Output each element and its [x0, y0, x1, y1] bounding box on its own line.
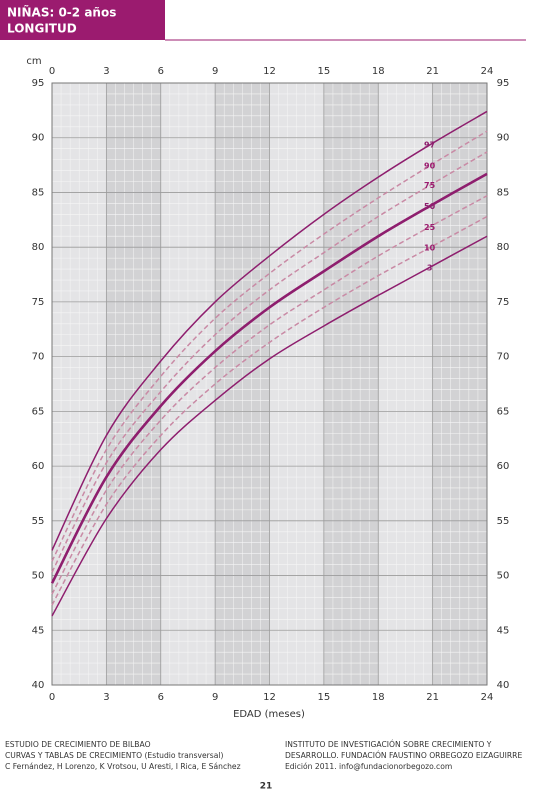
y-tick-label: 85 — [32, 187, 45, 198]
y-tick-label: 95 — [32, 78, 45, 89]
y-tick-label: 60 — [32, 461, 45, 472]
footer-left: C Fernández, H Lorenzo, K Vrotsou, U Are… — [5, 762, 241, 771]
y-tick-label-right: 70 — [497, 352, 510, 363]
legend-label: 97 — [424, 141, 435, 150]
y-tick-label-right: 95 — [497, 78, 510, 89]
x-tick-label-top: 18 — [372, 66, 385, 77]
legend-label: 75 — [424, 181, 436, 190]
percentile-curve — [50, 172, 488, 584]
footer-right: INSTITUTO DE INVESTIGACIÓN SOBRE CRECIMI… — [285, 740, 492, 749]
x-tick-label-top: 24 — [481, 66, 494, 77]
page-number: 21 — [260, 782, 273, 792]
header-subtitle: LONGITUD — [7, 22, 77, 36]
y-tick-label: 70 — [32, 352, 45, 363]
y-unit: cm — [26, 56, 41, 67]
x-tick-label: 9 — [212, 692, 218, 703]
x-tick-label: 6 — [158, 692, 164, 703]
y-tick-label: 50 — [32, 571, 45, 582]
footer-left: CURVAS Y TABLAS DE CRECIMIENTO (Estudio … — [5, 751, 224, 760]
x-tick-label-top: 15 — [318, 66, 331, 77]
y-tick-label-right: 45 — [497, 625, 510, 636]
percentile-curve — [51, 130, 488, 562]
legend-label: 10 — [424, 244, 436, 253]
x-tick-label-top: 6 — [158, 66, 164, 77]
x-tick-label: 24 — [481, 692, 494, 703]
percentile-curve — [51, 215, 488, 606]
x-tick-label: 15 — [318, 692, 331, 703]
y-tick-label-right: 65 — [497, 406, 510, 417]
y-tick-label: 65 — [32, 406, 45, 417]
y-tick-label-right: 60 — [497, 461, 510, 472]
percentile-curve — [51, 110, 488, 551]
y-tick-label: 90 — [32, 133, 45, 144]
y-tick-label: 75 — [32, 297, 45, 308]
y-tick-label-right: 50 — [497, 571, 510, 582]
percentile-curve — [51, 195, 488, 595]
percentile-curve — [51, 235, 488, 617]
y-tick-label: 55 — [32, 516, 45, 527]
y-tick-label-right: 55 — [497, 516, 510, 527]
x-tick-label-top: 21 — [426, 66, 439, 77]
y-tick-label: 40 — [32, 680, 45, 691]
footer-right: DESARROLLO. FUNDACIÓN FAUSTINO ORBEGOZO … — [285, 751, 522, 760]
x-tick-label: 0 — [49, 692, 55, 703]
x-tick-label-top: 9 — [212, 66, 218, 77]
x-tick-label: 12 — [263, 692, 276, 703]
y-tick-label-right: 40 — [497, 680, 510, 691]
y-tick-label: 45 — [32, 625, 45, 636]
plot-frame — [51, 82, 488, 686]
footer-right: Edición 2011. info@fundacionorbegozo.com — [285, 762, 452, 771]
x-tick-label: 18 — [372, 692, 385, 703]
y-tick-label-right: 90 — [497, 133, 510, 144]
legend-label: 50 — [424, 202, 436, 211]
y-tick-label-right: 80 — [497, 242, 510, 253]
x-tick-label-top: 12 — [263, 66, 276, 77]
x-tick-label: 3 — [103, 692, 109, 703]
footer-left: ESTUDIO DE CRECIMIENTO DE BILBAO — [5, 740, 151, 749]
legend-label: 25 — [424, 223, 436, 232]
x-tick-label-top: 0 — [49, 66, 55, 77]
legend-label: 3 — [427, 263, 433, 272]
y-tick-label-right: 75 — [497, 297, 510, 308]
percentile-curve — [51, 151, 488, 573]
x-axis-title: EDAD (meses) — [233, 709, 305, 720]
legend-label: 90 — [424, 161, 436, 170]
header-box — [0, 0, 165, 40]
x-tick-label: 21 — [426, 692, 439, 703]
y-tick-label-right: 85 — [497, 187, 510, 198]
x-tick-label-top: 3 — [103, 66, 109, 77]
y-tick-label: 80 — [32, 242, 45, 253]
header-title: NIÑAS: 0-2 años — [7, 5, 116, 20]
